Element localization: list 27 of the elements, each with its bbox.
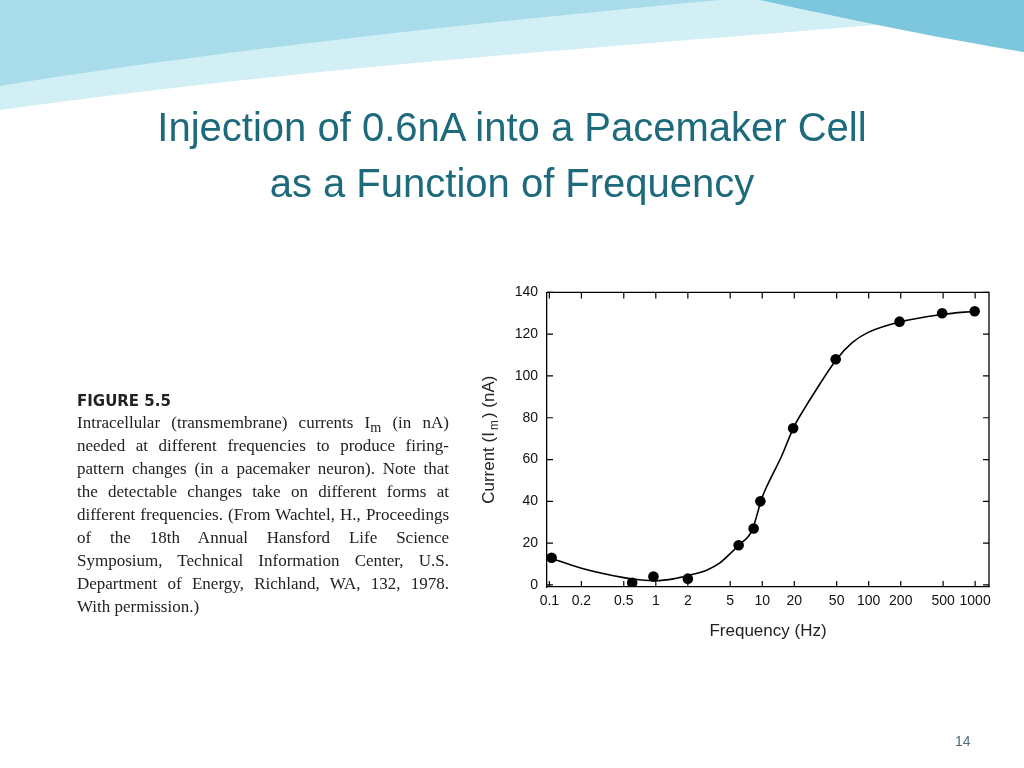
x-tick-label: 0.5 [614, 592, 634, 609]
y-tick-label: 0 [530, 575, 539, 592]
y-tick-label: 80 [522, 408, 539, 425]
x-tick-label: 2 [683, 592, 692, 609]
text: Intracellular (transmembrane) currents I$_{m}$ (in nA) needed at different frequencies to produce firing-pattern changes (in a pacemaker neuron). Note that the detectable changes take on different forms at different frequencies. (From Wachtel, H., Proceedings of the 18th Annual Hansford Life Science Symposium, Technical Information Center, U.S. Department of Energy, Richland, WA, 132, 1978. With permission.) [77, 413, 449, 616]
y-tick-label: 20 [522, 533, 539, 550]
x-tick-label: 500 [931, 592, 955, 609]
x-tick-label: 1000 [959, 592, 991, 609]
x-tick-label: 100 [857, 592, 881, 609]
x-tick-label: 200 [889, 592, 913, 609]
x-tick-label: 10 [754, 592, 771, 609]
y-axis-title: Current (Im) (nA) [478, 375, 501, 504]
caption: FIGURE 5.5 [77, 392, 171, 410]
x-axis-title: Frequency (Hz) [709, 620, 827, 640]
y-tick-label: 100 [514, 366, 539, 383]
x-tick-label: 0.2 [571, 592, 592, 609]
x-tick-label: 1 [651, 592, 660, 609]
chart-title: Injection of 0.6nA into a Pacemaker Cell as a Function of Frequency [156, 104, 868, 207]
text: 14 [955, 733, 971, 749]
y-tick-label: 60 [522, 450, 539, 467]
x-tick-label: 0.1 [539, 592, 560, 609]
x-tick-label: 50 [828, 592, 845, 609]
y-tick-label: 140 [514, 283, 539, 300]
y-tick-label: 40 [522, 492, 539, 509]
x-tick-label: 5 [726, 592, 735, 609]
x-tick-label: 20 [786, 592, 803, 609]
y-tick-label: 120 [514, 325, 539, 342]
